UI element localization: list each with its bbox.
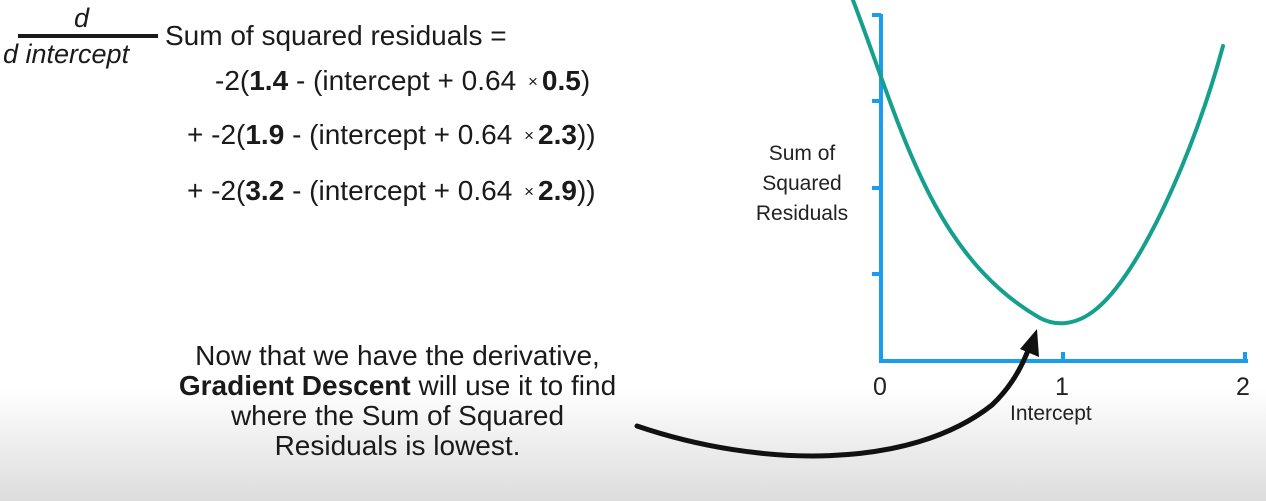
- caption-bold-term: Gradient Descent: [178, 370, 411, 401]
- ssr-curve: [850, 0, 1225, 326]
- times-sign: ×: [524, 182, 535, 201]
- x-value: 0.5: [541, 65, 581, 96]
- residual-term-1: -2(1.4 - (intercept + 0.64 × 0.5): [215, 65, 591, 96]
- fraction-bar: [18, 34, 158, 38]
- residual-term-3: + -2(3.2 - (intercept + 0.64 × 2.9)): [187, 175, 596, 206]
- caption-line-2: Gradient Descent will use it to find: [178, 370, 617, 401]
- caption-line-1: Now that we have the derivative,: [195, 340, 600, 371]
- caption: Now that we have the derivative, Gradien…: [140, 341, 655, 461]
- x-axis-label: Intercept: [1010, 402, 1092, 425]
- observed-value: 1.4: [249, 65, 289, 96]
- axes: [872, 13, 1248, 363]
- x-tick-label-1: 1: [1055, 373, 1069, 401]
- x-tick-label-2: 2: [1236, 373, 1250, 401]
- derivative-denominator: d intercept: [3, 39, 130, 69]
- times-sign: ×: [527, 72, 538, 91]
- caption-line-3: where the Sum of Squared: [230, 400, 565, 431]
- x-value: 2.3: [538, 119, 577, 150]
- derivative-numerator: d: [73, 3, 90, 33]
- x-tick-label-0: 0: [873, 373, 887, 401]
- observed-value: 3.2: [245, 175, 285, 206]
- arrow-head: [1020, 329, 1039, 357]
- x-value: 2.9: [538, 175, 577, 206]
- residual-term-2: + -2(1.9 - (intercept + 0.64 × 2.3)): [187, 119, 596, 150]
- y-axis-label: Sum of Squared Residuals: [755, 142, 849, 225]
- bottom-shade: [0, 388, 1266, 501]
- derivative-operator: d d intercept: [3, 3, 160, 69]
- observed-value: 1.9: [245, 119, 285, 150]
- caption-line-4: Residuals is lowest.: [274, 430, 521, 461]
- pointer-arrow: [634, 342, 1033, 459]
- equation-lhs: Sum of squared residuals =: [165, 20, 507, 51]
- times-sign: ×: [524, 126, 535, 145]
